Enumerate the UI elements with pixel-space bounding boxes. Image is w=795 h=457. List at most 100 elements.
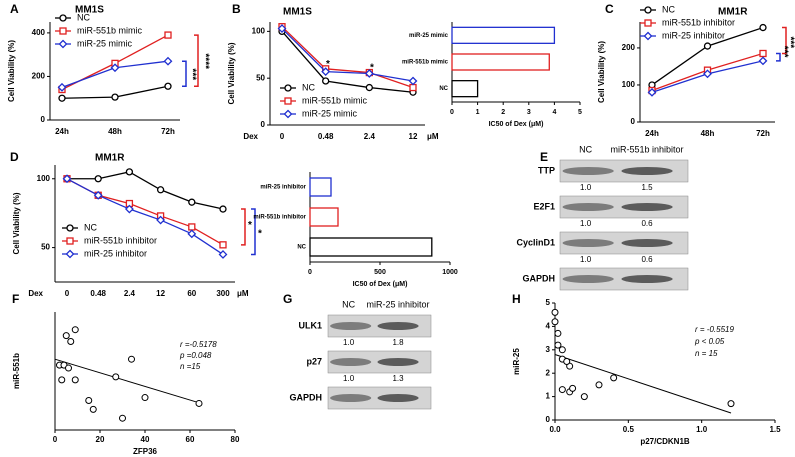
band-ratio: 1.0 xyxy=(343,374,355,383)
row-label: E2F1 xyxy=(533,201,555,211)
series-line xyxy=(281,28,414,82)
legend-marker xyxy=(59,14,67,22)
blot-band xyxy=(330,358,372,366)
significance: * xyxy=(258,228,262,239)
band-ratio: 1.8 xyxy=(392,338,404,347)
stat-annotation: r = -0.5519 xyxy=(695,325,734,334)
point xyxy=(128,355,135,363)
x-tick-label: 60 xyxy=(187,289,196,298)
y-tick-label: 100 xyxy=(622,80,636,89)
x-tick-label: 80 xyxy=(231,435,240,444)
x-tick-label: 0.48 xyxy=(318,132,334,141)
marker xyxy=(187,229,197,239)
band-ratio: 1.3 xyxy=(392,374,404,383)
panel-letter: E xyxy=(540,150,548,164)
marker xyxy=(277,24,287,33)
lane-header: miR-551b inhibitor xyxy=(611,144,684,154)
legend-marker xyxy=(643,31,653,41)
category-label: miR-25 mimic xyxy=(409,33,449,39)
bracket xyxy=(182,60,187,87)
y-axis-label: Cell Viability (%) xyxy=(597,41,606,103)
series xyxy=(277,24,418,86)
y-tick-label: 400 xyxy=(32,28,46,37)
bracket xyxy=(241,208,246,246)
marker xyxy=(364,69,374,78)
marker xyxy=(219,241,227,249)
point xyxy=(727,400,735,408)
significance: * xyxy=(326,59,330,70)
panel-letter: D xyxy=(10,150,19,164)
marker xyxy=(647,87,657,97)
blot-band xyxy=(562,275,614,283)
point xyxy=(141,394,149,402)
panel-letter: A xyxy=(10,2,19,16)
y-axis-label: Cell Viability (%) xyxy=(227,42,236,104)
legend-marker xyxy=(66,237,74,245)
marker xyxy=(409,83,417,92)
series xyxy=(278,23,417,92)
marker xyxy=(62,174,72,184)
x-prefix: Dex xyxy=(28,289,43,298)
row-label: GAPDH xyxy=(289,392,322,402)
marker xyxy=(110,63,120,73)
panel-letter: G xyxy=(283,292,292,306)
y-axis-label: Cell Viability (%) xyxy=(12,192,21,254)
series xyxy=(647,56,768,97)
x-tick-label: 12 xyxy=(156,289,165,298)
blot-band xyxy=(562,203,614,211)
marker xyxy=(321,67,331,77)
blot-band xyxy=(621,239,673,247)
y-tick-label: 0 xyxy=(546,415,551,424)
y-tick-label: 100 xyxy=(37,174,51,183)
y-tick-label: 0 xyxy=(631,117,636,126)
bracket xyxy=(776,52,781,62)
band-ratio: 1.0 xyxy=(343,338,355,347)
series-line xyxy=(67,171,224,210)
bracket xyxy=(194,34,199,87)
series-line xyxy=(66,178,224,256)
legend-marker xyxy=(59,27,67,35)
lane-header: NC xyxy=(342,299,355,309)
marker xyxy=(188,198,196,206)
bracket xyxy=(251,208,256,256)
x-tick-label: 1000 xyxy=(442,269,458,276)
blot-band xyxy=(377,322,419,330)
stat-annotation: p =0.048 xyxy=(179,351,212,360)
legend-label: miR-551b mimic xyxy=(302,95,368,105)
x-tick-label: 0.48 xyxy=(90,289,106,298)
marker xyxy=(218,250,228,259)
series-line xyxy=(281,26,414,89)
marker xyxy=(219,205,227,213)
point xyxy=(569,384,577,392)
significance: **** xyxy=(199,53,210,69)
point xyxy=(551,308,559,316)
x-tick-label: 0 xyxy=(450,109,454,116)
point xyxy=(595,381,603,389)
point xyxy=(558,386,566,394)
band-ratio: 1.0 xyxy=(580,219,592,228)
x-tick-label: 20 xyxy=(96,435,105,444)
x-tick-label: 24h xyxy=(55,127,69,136)
significance: *** xyxy=(186,68,197,80)
legend-label: miR-25 inhibitor xyxy=(662,30,725,40)
marker xyxy=(365,83,373,92)
x-tick-label: 0.0 xyxy=(549,425,561,434)
blot-band xyxy=(562,239,614,247)
trend-line xyxy=(54,358,202,404)
x-tick-label: 1.0 xyxy=(696,425,708,434)
bar xyxy=(451,26,556,44)
point xyxy=(610,374,618,382)
x-axis-label: p27/CDKN1B xyxy=(640,437,690,446)
blot-band xyxy=(377,394,419,402)
row-label: TTP xyxy=(538,165,555,175)
bar xyxy=(451,80,479,98)
x-tick-label: 2.4 xyxy=(364,132,376,141)
chart-title: MM1S xyxy=(283,7,312,18)
band-ratio: 0.6 xyxy=(641,255,653,264)
category-label: miR-25 inhibitor xyxy=(260,185,306,191)
band-ratio: 1.5 xyxy=(641,183,653,192)
point xyxy=(58,376,66,384)
bar xyxy=(309,177,332,197)
point xyxy=(71,326,79,334)
point xyxy=(554,341,562,349)
